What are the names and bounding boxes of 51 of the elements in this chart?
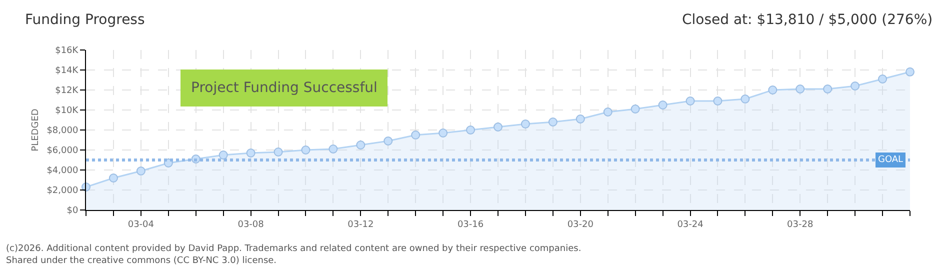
point	[136, 166, 146, 176]
text: Shared under the creative commons (CC BY-NC 3.0) license.	[6, 256, 277, 266]
y-tick-label: $14K	[55, 66, 80, 76]
chart-title: Funding Progress	[25, 12, 145, 28]
point	[274, 148, 283, 156]
y-tick-label: $8,000	[46, 126, 78, 136]
chart-subtitle: Closed at: $13,810 / $5,000 (276%)	[682, 12, 933, 28]
point	[438, 128, 448, 138]
point	[384, 136, 393, 146]
text: (c)2026. Additional content provided by David Papp. Trademarks and related content are owned by their respective companies.	[6, 244, 582, 254]
point	[906, 67, 914, 76]
point	[768, 86, 778, 94]
point	[576, 114, 585, 124]
point	[713, 96, 722, 106]
point	[630, 104, 640, 114]
point	[301, 146, 310, 154]
point	[796, 84, 805, 94]
y-tick-label: $4,000	[46, 166, 78, 176]
point	[878, 74, 888, 84]
y-tick-label: $6,000	[46, 146, 78, 156]
point	[603, 108, 612, 116]
point	[356, 140, 366, 150]
point	[328, 144, 338, 154]
annotation: Project Funding Successful	[191, 80, 378, 96]
x-tick-label: 03-16	[457, 220, 484, 230]
point	[246, 148, 256, 158]
point	[494, 122, 502, 132]
y-tick-label: $12K	[55, 86, 80, 96]
point	[740, 94, 750, 104]
point	[686, 96, 695, 106]
x-tick-label: 03-04	[128, 220, 154, 230]
x-tick-label: 03-08	[238, 220, 264, 230]
y-tick-label: $0	[66, 206, 78, 216]
y-tick-label: $16K	[55, 46, 80, 56]
point	[823, 84, 832, 94]
point	[658, 100, 668, 110]
point	[850, 82, 860, 90]
x-tick-label: 03-28	[787, 220, 814, 230]
x-tick-label: 03-12	[348, 220, 374, 230]
x-tick-label: 03-20	[567, 220, 594, 230]
point	[466, 126, 476, 134]
point	[411, 130, 420, 140]
point	[520, 120, 530, 128]
y-axis-title: PLEDGED	[31, 108, 42, 152]
y-tick-label: $2,000	[46, 186, 78, 196]
point	[218, 150, 228, 160]
point	[108, 174, 118, 182]
point	[548, 118, 558, 126]
x-tick-label: 03-24	[677, 220, 704, 230]
y-tick-label: $10K	[55, 106, 80, 116]
ref-line-label: GOAL	[878, 155, 904, 165]
